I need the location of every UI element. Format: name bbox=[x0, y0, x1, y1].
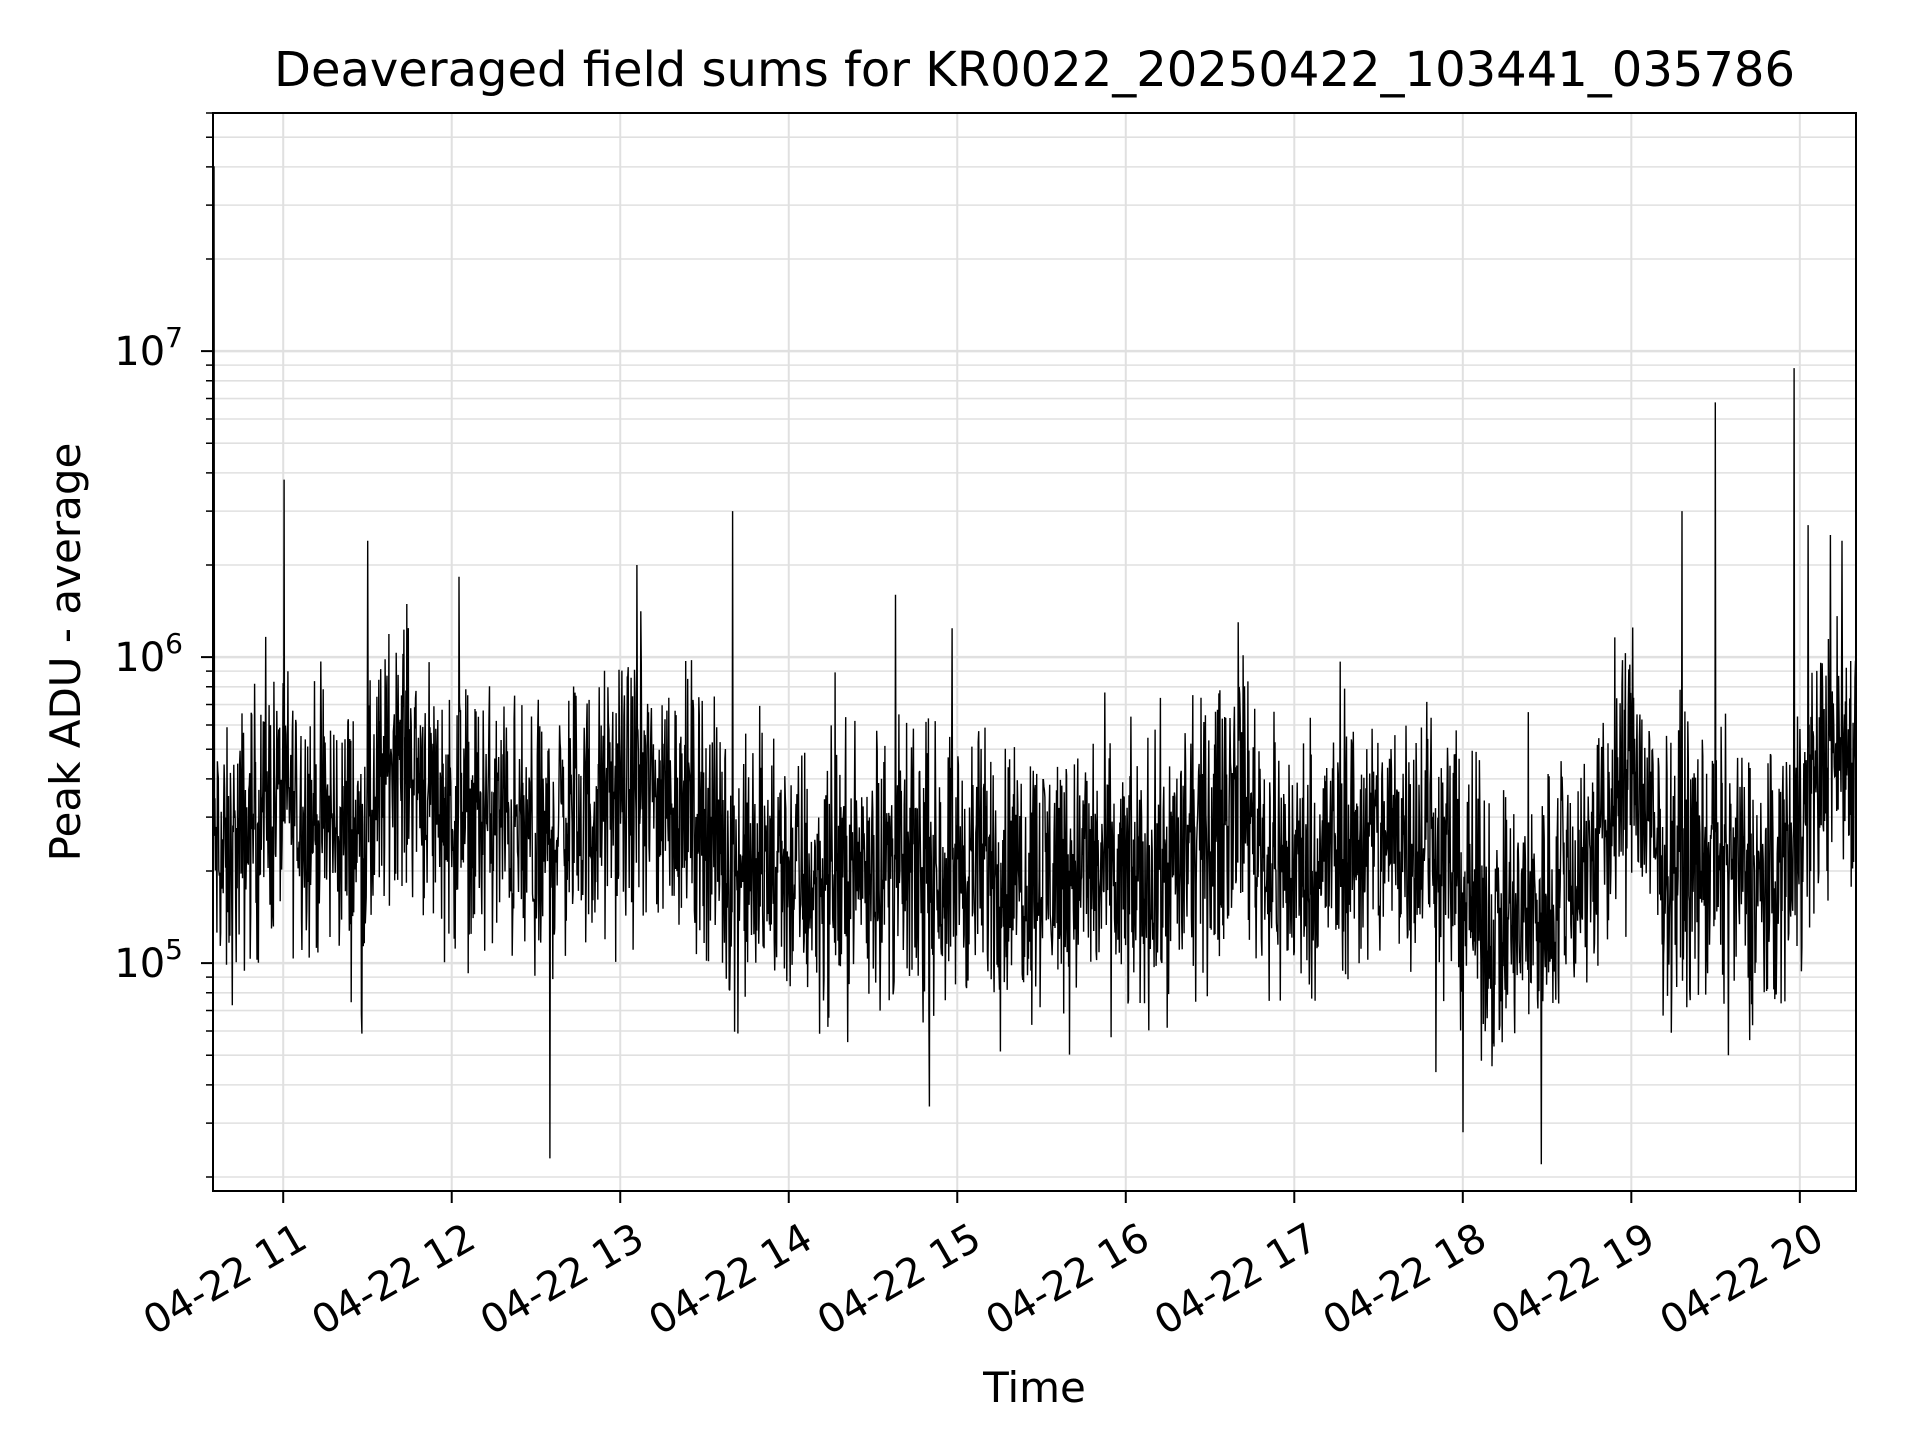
y-tick-label: 105 bbox=[114, 933, 183, 987]
x-axis-label: Time bbox=[982, 1363, 1086, 1412]
chart-title: Deaveraged field sums for KR0022_2025042… bbox=[274, 42, 1795, 98]
y-axis-label: Peak ADU - average bbox=[41, 443, 90, 862]
y-tick-label: 107 bbox=[114, 321, 183, 375]
plot-frame bbox=[212, 112, 1857, 1192]
data-layer bbox=[213, 166, 1857, 1165]
y-tick-label: 106 bbox=[114, 627, 183, 681]
data-series-line bbox=[213, 166, 1857, 1165]
